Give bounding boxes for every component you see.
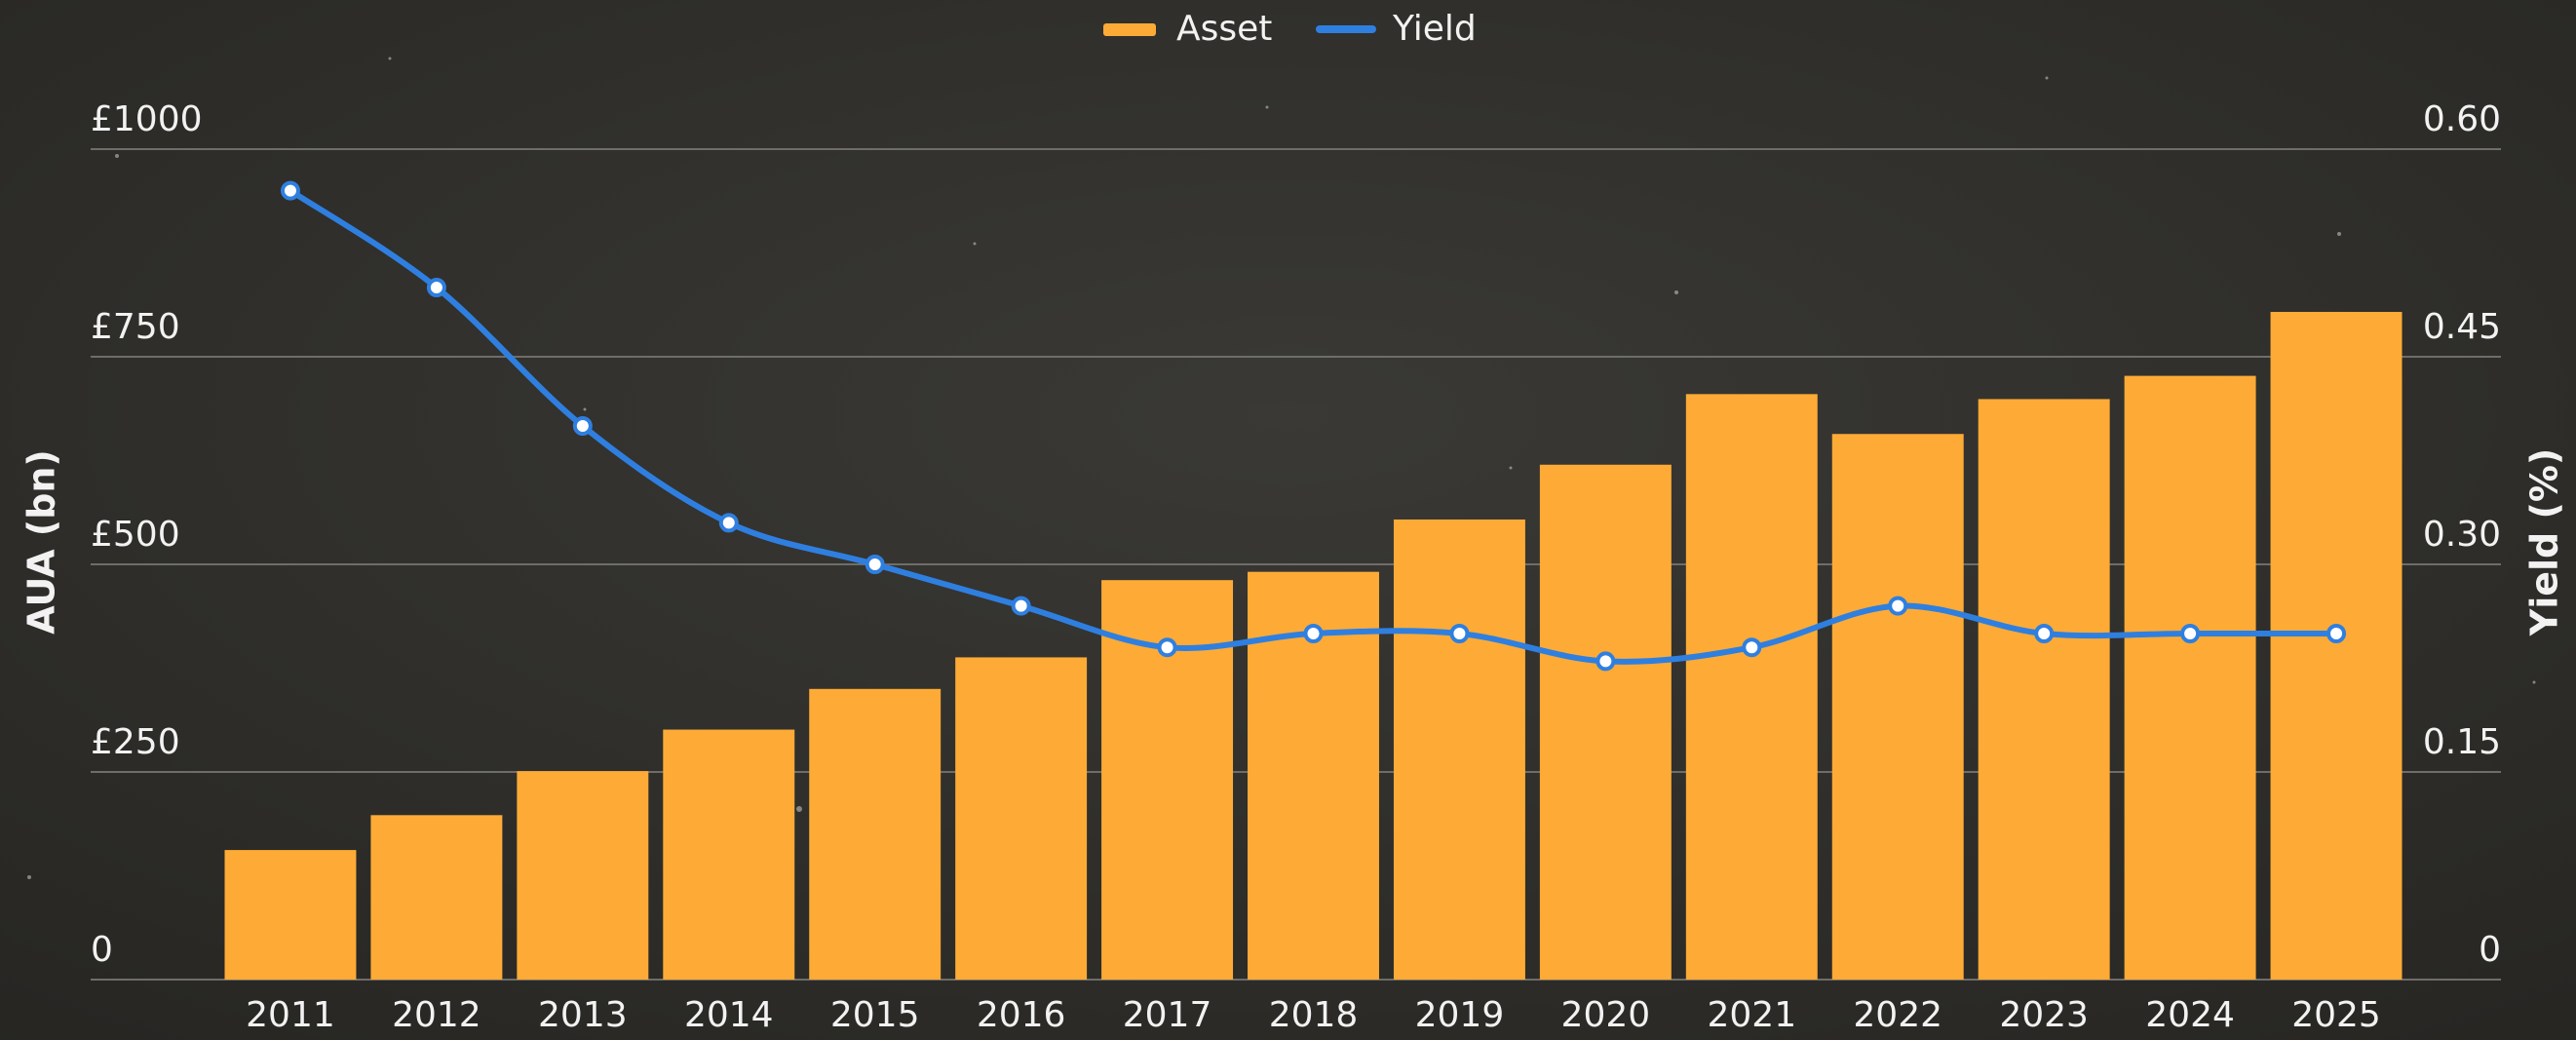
y-tick-label: £1000 bbox=[91, 99, 203, 139]
y2-tick-label: 0.30 bbox=[2423, 515, 2501, 555]
x-tick-label: 2023 bbox=[1999, 995, 2089, 1035]
bar bbox=[1394, 520, 1525, 980]
y-axis-title: AUA (bn) bbox=[20, 449, 63, 635]
y2-axis-title: Yield (%) bbox=[2523, 448, 2566, 637]
x-tick-label: 2019 bbox=[1415, 995, 1505, 1035]
point bbox=[1451, 626, 1467, 641]
x-tick-label: 2025 bbox=[2291, 995, 2381, 1035]
point bbox=[283, 183, 298, 199]
bar bbox=[1540, 465, 1672, 980]
x-tick-label: 2015 bbox=[830, 995, 920, 1035]
point bbox=[721, 515, 737, 530]
point bbox=[1890, 598, 1905, 614]
chart: AUA (bn) Yield (%) 0 £250 £500 £750 £1000 0 0.… bbox=[0, 0, 2576, 1040]
bar bbox=[224, 850, 356, 980]
x-tick-label: 2016 bbox=[977, 995, 1066, 1035]
point bbox=[1597, 653, 1613, 669]
point bbox=[2036, 626, 2052, 641]
y-tick-label: £500 bbox=[91, 515, 180, 555]
x-tick-label: 2017 bbox=[1123, 995, 1212, 1035]
point bbox=[2182, 626, 2198, 641]
y2-tick-label: 0.15 bbox=[2423, 722, 2501, 762]
x-tick-label: 2018 bbox=[1269, 995, 1359, 1035]
y-tick-label: 0 bbox=[91, 930, 113, 970]
y2-tick-label: 0.60 bbox=[2423, 99, 2501, 139]
y2-tick-label: 0 bbox=[2479, 930, 2501, 970]
bar bbox=[1979, 399, 2110, 980]
point bbox=[1014, 598, 1029, 614]
y-tick-label: £750 bbox=[91, 307, 180, 347]
x-tick-label: 2011 bbox=[246, 995, 335, 1035]
bar bbox=[2271, 312, 2403, 980]
x-tick-label: 2024 bbox=[2145, 995, 2235, 1035]
x-tick-label: 2020 bbox=[1561, 995, 1651, 1035]
bar bbox=[955, 657, 1087, 980]
bar bbox=[663, 730, 794, 980]
bar bbox=[370, 815, 502, 980]
legend-swatch bbox=[1103, 23, 1156, 36]
point bbox=[1160, 639, 1175, 655]
point bbox=[1744, 639, 1759, 655]
x-tick-label: 2012 bbox=[392, 995, 481, 1035]
legend-label: Yield bbox=[1392, 9, 1477, 49]
point bbox=[2328, 626, 2344, 641]
legend-label: Asset bbox=[1176, 9, 1272, 49]
point bbox=[867, 557, 883, 572]
x-tick-label: 2014 bbox=[684, 995, 774, 1035]
x-tick-label: 2013 bbox=[538, 995, 628, 1035]
x-tick-label: 2022 bbox=[1853, 995, 1942, 1035]
bar bbox=[1832, 434, 1964, 980]
bar bbox=[809, 689, 941, 980]
y2-tick-label: 0.45 bbox=[2423, 307, 2501, 347]
point bbox=[575, 418, 591, 434]
x-tick-label: 2021 bbox=[1707, 995, 1796, 1035]
bar bbox=[517, 771, 648, 980]
point bbox=[1306, 626, 1322, 641]
y-tick-label: £250 bbox=[91, 722, 180, 762]
bar bbox=[1686, 394, 1818, 980]
bar bbox=[2125, 376, 2256, 980]
point bbox=[429, 280, 444, 295]
